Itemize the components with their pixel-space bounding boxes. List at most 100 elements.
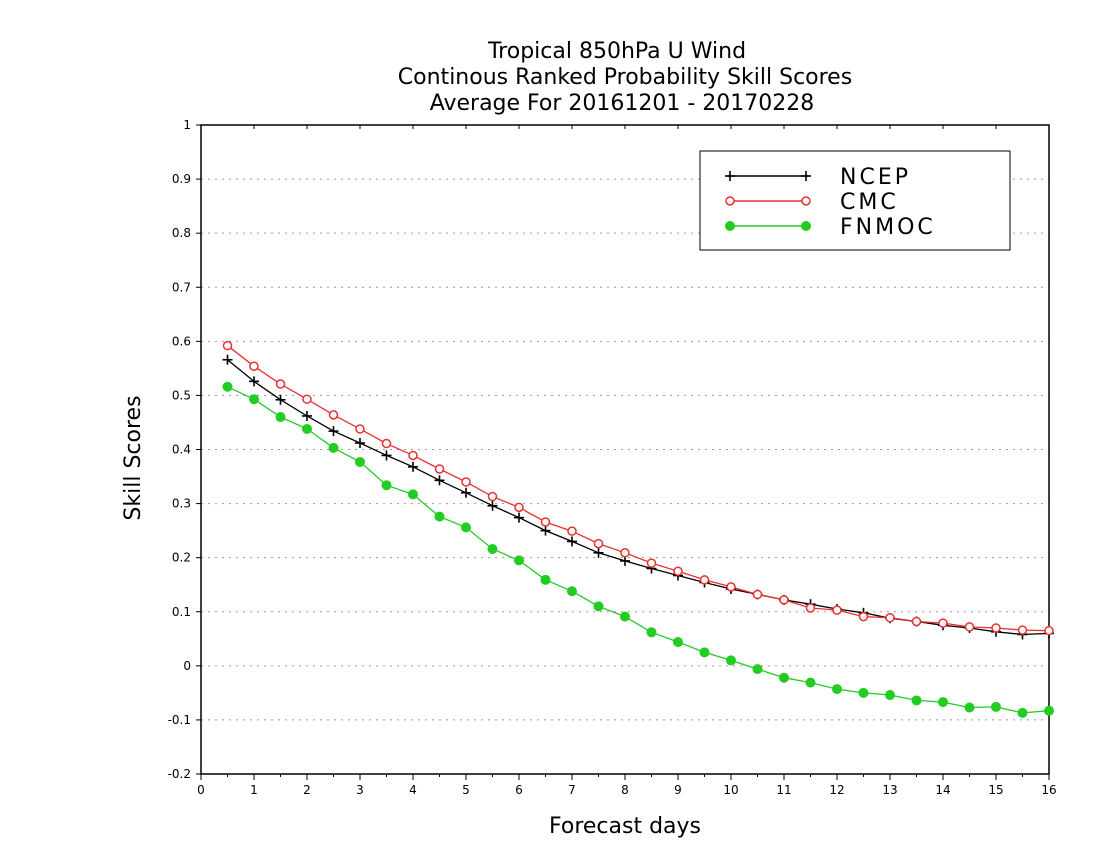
legend-marker-cmc — [801, 196, 811, 206]
data-point-ncep — [620, 555, 630, 566]
data-point-cmc — [699, 575, 710, 585]
y-tick-label: -0.1 — [168, 713, 191, 727]
x-tick-label: 0 — [197, 783, 205, 797]
y-axis-label: Skill Scores — [121, 395, 146, 520]
data-point-fnmoc — [911, 695, 922, 706]
legend-marker-ncep — [801, 171, 811, 181]
data-point-ncep — [249, 376, 259, 387]
data-point-fnmoc — [885, 690, 895, 701]
data-point-ncep — [275, 394, 286, 405]
data-point-ncep — [328, 426, 339, 437]
data-point-ncep — [461, 487, 471, 498]
data-point-fnmoc — [434, 511, 445, 522]
data-point-cmc — [355, 424, 365, 434]
data-point-cmc — [514, 502, 524, 513]
data-point-cmc — [858, 611, 869, 622]
data-point-ncep — [302, 410, 312, 421]
y-tick-label: 0 — [183, 659, 191, 673]
y-tick-label: 0.2 — [172, 551, 191, 565]
data-point-ncep — [487, 500, 498, 511]
data-point-cmc — [673, 566, 683, 576]
data-point-fnmoc — [567, 586, 577, 597]
x-tick-label: 16 — [1041, 783, 1056, 797]
legend-label-ncep: NCEP — [840, 165, 911, 190]
x-tick-label: 1 — [250, 783, 258, 797]
data-point-cmc — [911, 616, 922, 627]
y-tick-label: 0.1 — [172, 605, 191, 619]
data-point-fnmoc — [540, 574, 551, 585]
legend-label-fnmoc: FNMOC — [840, 215, 936, 240]
x-tick-label: 12 — [829, 783, 844, 797]
x-tick-label: 7 — [568, 783, 576, 797]
y-tick-label: 0.5 — [172, 388, 191, 402]
data-point-fnmoc — [699, 647, 710, 658]
x-tick-label: 14 — [935, 783, 950, 797]
data-point-cmc — [222, 340, 233, 351]
data-point-fnmoc — [249, 394, 259, 405]
data-point-ncep — [514, 512, 524, 523]
data-point-fnmoc — [275, 412, 286, 423]
data-point-cmc — [593, 538, 604, 549]
data-point-ncep — [593, 547, 604, 558]
x-tick-label: 9 — [674, 783, 682, 797]
data-point-ncep — [434, 475, 445, 486]
data-point-cmc — [540, 517, 551, 527]
data-point-fnmoc — [593, 601, 604, 612]
data-point-fnmoc — [646, 627, 657, 638]
x-tick-label: 15 — [988, 783, 1003, 797]
data-point-fnmoc — [355, 456, 365, 467]
x-tick-label: 5 — [462, 783, 470, 797]
data-point-fnmoc — [805, 677, 816, 688]
data-point-fnmoc — [381, 480, 392, 491]
y-tick-label: 0.8 — [172, 226, 191, 240]
data-point-fnmoc — [832, 684, 842, 695]
data-point-fnmoc — [514, 555, 524, 566]
legend-marker-fnmoc — [725, 221, 735, 231]
data-point-fnmoc — [222, 381, 233, 392]
data-point-fnmoc — [858, 687, 869, 698]
y-tick-label: 0.3 — [172, 497, 191, 511]
data-point-cmc — [805, 603, 816, 613]
plot-frame — [200, 124, 1050, 775]
data-point-cmc — [752, 589, 763, 600]
data-point-cmc — [991, 623, 1001, 633]
data-point-ncep — [567, 536, 577, 547]
data-point-fnmoc — [461, 522, 471, 533]
legend-marker-ncep — [725, 171, 735, 181]
series-cmc — [222, 340, 1054, 636]
data-point-fnmoc — [408, 489, 418, 500]
y-tick-label: 0.9 — [172, 172, 191, 186]
data-point-ncep — [540, 525, 551, 536]
data-point-ncep — [408, 461, 418, 472]
data-point-fnmoc — [1017, 707, 1028, 718]
data-point-cmc — [249, 361, 259, 371]
data-point-cmc — [434, 464, 445, 474]
data-point-cmc — [567, 526, 577, 536]
data-point-cmc — [620, 548, 630, 558]
data-point-cmc — [408, 450, 418, 461]
data-point-fnmoc — [779, 672, 789, 683]
data-point-fnmoc — [487, 544, 498, 555]
data-point-cmc — [1017, 625, 1028, 635]
series-fnmoc — [222, 381, 1054, 718]
title-line-1: Tropical 850hPa U Wind — [487, 39, 746, 64]
x-tick-label: 13 — [882, 783, 897, 797]
x-tick-label: 10 — [723, 783, 738, 797]
x-tick-label: 3 — [356, 783, 364, 797]
data-point-fnmoc — [991, 701, 1001, 712]
title-line-2: Continous Ranked Probability Skill Score… — [398, 65, 852, 90]
data-point-fnmoc — [302, 423, 312, 434]
y-axis: -0.2 -0.1 0 0.1 0.2 0.3 0.4 0.5 0.6 0.7 0.8 0.9 1 — [168, 118, 201, 781]
series-layer — [222, 340, 1054, 718]
x-tick-label: 11 — [776, 783, 791, 797]
data-point-cmc — [964, 622, 975, 632]
data-point-cmc — [779, 595, 789, 605]
data-point-fnmoc — [726, 655, 736, 666]
grid-lines — [201, 178, 1049, 721]
data-point-cmc — [832, 605, 842, 615]
x-tick-label: 2 — [303, 783, 311, 797]
x-tick-label: 8 — [621, 783, 629, 797]
